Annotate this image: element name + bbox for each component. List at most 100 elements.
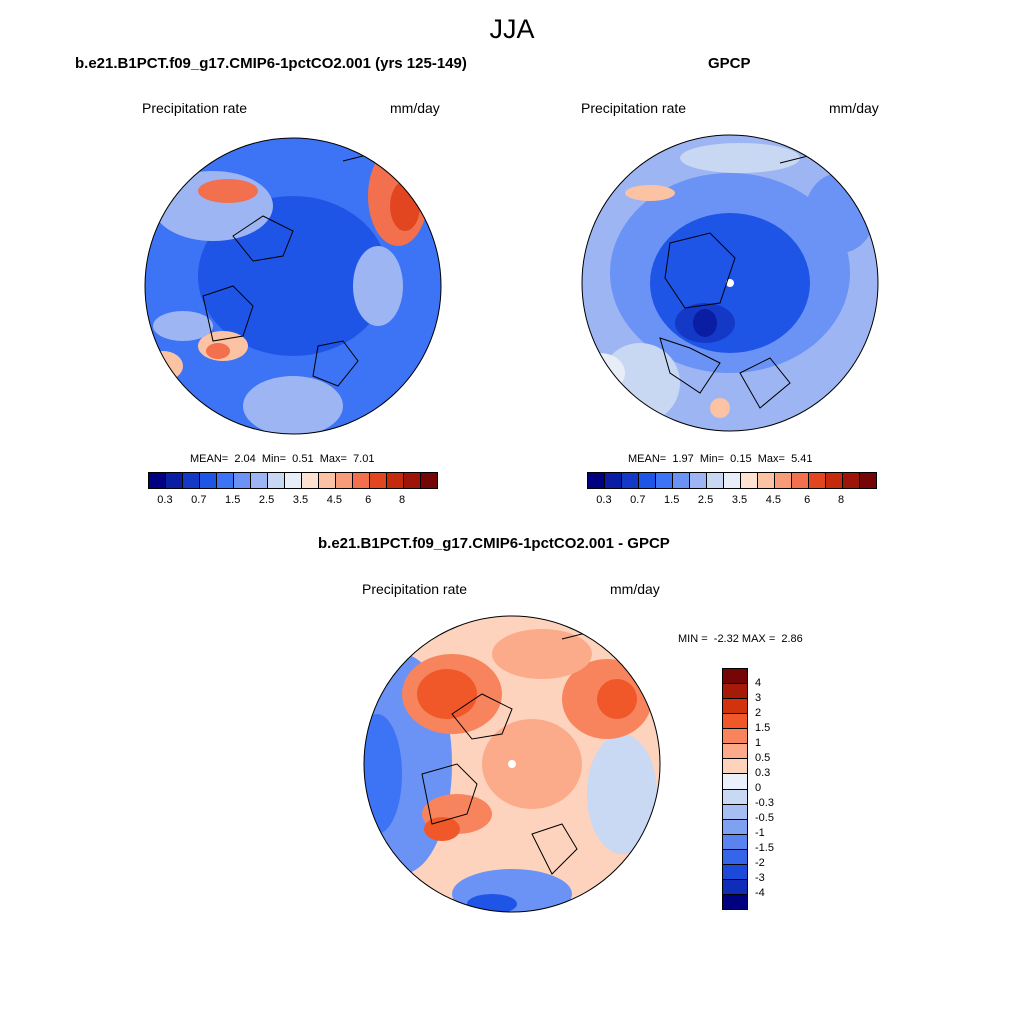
panel1-colorbar-tick: 3.5: [292, 494, 309, 506]
diff-colorbar-tick: 4: [755, 677, 762, 689]
panel2-title: GPCP: [708, 55, 751, 72]
diff-colorbar-swatch: [723, 849, 747, 865]
panel2-min: 0.15: [730, 453, 752, 465]
panel1-mean: 2.04: [234, 453, 256, 465]
panel2-colorbar-swatch: [622, 473, 639, 488]
panel2-min-label: Min=: [699, 453, 725, 465]
diff-colorbar-ticks: 4 3 2 1.5 1 0.5 0.3 0 -0.3 -0.5 -1 -1.5 -2 -3 -4: [755, 668, 795, 908]
diff-min: -2.32: [713, 633, 739, 645]
diff-polar-map: [363, 615, 661, 913]
panel2-colorbar-swatch: [656, 473, 673, 488]
panel1-mean-label: MEAN=: [190, 453, 229, 465]
panel2-mean-label: MEAN=: [628, 453, 667, 465]
diff-colorbar-swatch: [723, 834, 747, 850]
diff-units: mm/day: [610, 581, 660, 597]
diff-colorbar-tick: -1.5: [755, 842, 774, 854]
panel1-colorbar-swatch: [387, 473, 404, 488]
diff-colorbar-swatch: [723, 744, 747, 760]
panel1-polar-map: [144, 137, 442, 435]
diff-colorbar-swatch: [723, 699, 747, 715]
panel2-colorbar-swatch: [707, 473, 724, 488]
diff-colorbar-tick: -4: [755, 887, 765, 899]
panel2-colorbar-ticks: 0.3 0.7 1.5 2.5 3.5 4.5 6 8: [587, 494, 875, 508]
panel1-colorbar-tick: 0.7: [191, 494, 207, 506]
panel2-stats: MEAN= 1.97 Min= 0.15 Max= 5.41: [628, 453, 812, 465]
panel1-colorbar-swatch: [183, 473, 200, 488]
panel2-colorbar-swatch: [843, 473, 860, 488]
panel2-colorbar-tick: 0.7: [630, 494, 646, 506]
diff-colorbar-swatch: [723, 669, 747, 685]
panel2-units: mm/day: [829, 100, 879, 116]
diff-colorbar-swatch: [723, 864, 747, 880]
panel2-colorbar-swatch: [792, 473, 809, 488]
diff-colorbar-swatch: [723, 819, 747, 835]
diff-colorbar: [722, 668, 748, 910]
diff-colorbar-swatch: [723, 714, 747, 730]
diff-colorbar-tick: 0.5: [755, 752, 771, 764]
panel1-colorbar-tick: 4.5: [326, 494, 342, 506]
panel1-colorbar-swatch: [353, 473, 370, 488]
diff-max-label: MAX =: [741, 633, 776, 645]
panel2-colorbar-tick: 6: [804, 494, 811, 506]
diff-colorbar-tick: 1.5: [755, 722, 771, 734]
panel1-colorbar-swatch: [336, 473, 353, 488]
diff-colorbar-tick: 3: [755, 692, 762, 704]
panel2-colorbar-tick: 4.5: [765, 494, 781, 506]
panel1-colorbar-tick: 1.5: [225, 494, 241, 506]
panel2-colorbar-swatch: [741, 473, 758, 488]
diff-colorbar-tick: 2: [755, 707, 762, 719]
panel2-colorbar-swatch: [758, 473, 775, 488]
panel1-units: mm/day: [390, 100, 440, 116]
diff-title: b.e21.B1PCT.f09_g17.CMIP6-1pctCO2.001 - …: [318, 535, 670, 552]
panel2-colorbar-swatch: [588, 473, 605, 488]
diff-colorbar-swatch: [723, 729, 747, 745]
panel1-colorbar-tick: 2.5: [258, 494, 275, 506]
panel1-colorbar-swatch: [421, 473, 437, 488]
diff-colorbar-tick: -2: [755, 857, 765, 869]
panel1-colorbar-tick: 0.3: [157, 494, 173, 506]
diff-colorbar-swatch: [723, 879, 747, 895]
panel1-colorbar-swatch: [217, 473, 234, 488]
panel2-colorbar-swatch: [673, 473, 690, 488]
panel2-colorbar-tick: 2.5: [697, 494, 714, 506]
panel2-colorbar-swatch: [724, 473, 741, 488]
diff-colorbar-swatch: [723, 804, 747, 820]
panel1-colorbar-swatch: [251, 473, 268, 488]
diff-stats: MIN = -2.32 MAX = 2.86: [678, 633, 803, 645]
diff-colorbar-swatch: [723, 759, 747, 775]
panel1-colorbar-swatch: [149, 473, 166, 488]
diff-variable: Precipitation rate: [362, 581, 468, 597]
panel2-max: 5.41: [791, 453, 813, 465]
panel1-min: 0.51: [292, 453, 314, 465]
panel2-mean: 1.97: [672, 453, 694, 465]
panel2-colorbar-swatch: [826, 473, 843, 488]
diff-colorbar-tick: 0.3: [755, 767, 771, 779]
panel2-colorbar-swatch: [809, 473, 826, 488]
panel2-colorbar-tick: 0.3: [596, 494, 612, 506]
panel1-colorbar-swatch: [200, 473, 217, 488]
diff-colorbar-swatch: [723, 684, 747, 700]
panel2-variable: Precipitation rate: [581, 100, 687, 116]
panel1-colorbar-tick: 6: [365, 494, 372, 506]
panel2-colorbar-swatch: [605, 473, 622, 488]
panel2-colorbar-tick: 3.5: [731, 494, 748, 506]
panel1-colorbar-swatch: [370, 473, 387, 488]
panel2-colorbar-swatch: [690, 473, 707, 488]
panel1-max-label: Max=: [319, 453, 347, 465]
diff-colorbar-tick: -0.3: [755, 797, 774, 809]
diff-colorbar-tick: -1: [755, 827, 765, 839]
panel2-colorbar-swatch: [775, 473, 792, 488]
panel2-polar-map: [581, 134, 879, 432]
diff-colorbar-tick: -0.5: [755, 812, 774, 824]
panel1-colorbar-swatch: [234, 473, 251, 488]
panel1-max: 7.01: [353, 453, 375, 465]
diff-colorbar-tick: 0: [755, 782, 762, 794]
panel1-min-label: Min=: [261, 453, 287, 465]
panel2-colorbar-tick: 8: [838, 494, 845, 506]
panel2-colorbar-swatch: [639, 473, 656, 488]
panel1-colorbar-swatch: [268, 473, 285, 488]
panel1-colorbar-swatch: [302, 473, 319, 488]
panel1-colorbar-swatch: [285, 473, 302, 488]
panel2-max-label: Max=: [757, 453, 785, 465]
diff-colorbar-swatch: [723, 774, 747, 790]
